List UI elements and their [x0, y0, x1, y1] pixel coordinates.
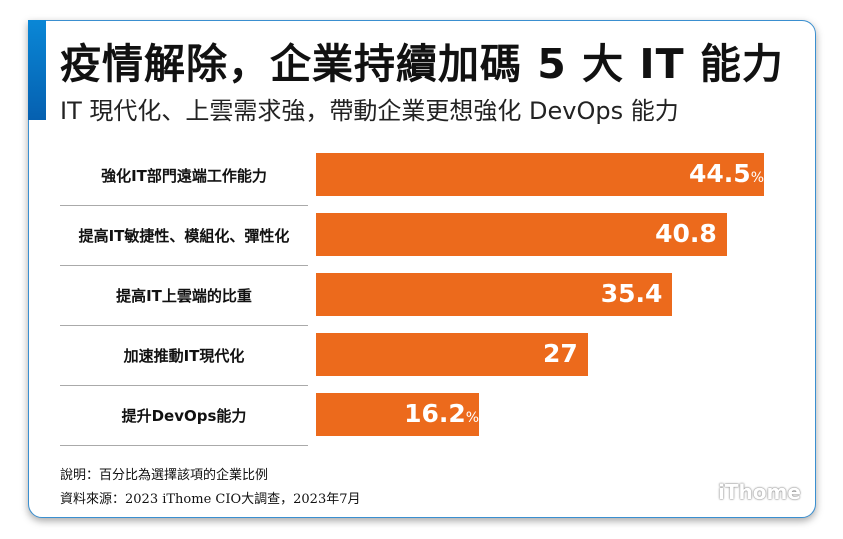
bar: 35.4 [316, 273, 673, 316]
row-divider [60, 385, 308, 386]
row-divider [60, 265, 308, 266]
unit-label: % [465, 410, 480, 426]
row-divider [60, 445, 308, 446]
data-label: 40.8 [655, 219, 717, 248]
bar: 44.5% [316, 153, 764, 196]
accent-bar [28, 20, 46, 120]
data-label: 16.2% [404, 399, 479, 428]
ithome-logo: iThome [718, 480, 801, 504]
category-label: 提高IT上雲端的比重 [116, 287, 252, 305]
category-label: 提升DevOps能力 [121, 407, 247, 425]
bar: 40.8 [316, 213, 727, 256]
category-label: 強化IT部門遠端工作能力 [101, 167, 267, 185]
data-value: 27 [543, 339, 578, 368]
row-divider [60, 205, 308, 206]
bar: 16.2% [316, 393, 480, 436]
data-label: 35.4 [601, 279, 663, 308]
footnote: 說明：百分比為選擇該項的企業比例 [60, 468, 269, 483]
category-label: 提高IT敏捷性、模組化、彈性化 [78, 227, 290, 245]
page-subtitle: IT 現代化、上雲需求強，帶動企業更想強化 DevOps 能力 [60, 97, 679, 125]
data-label: 44.5% [689, 159, 764, 188]
data-label: 27 [543, 339, 578, 368]
unit-label: % [750, 170, 764, 186]
source-note: 資料來源：2023 iThome CIO大調查，2023年7月 [60, 492, 361, 507]
row-divider [60, 325, 308, 326]
data-value: 16.2 [404, 399, 466, 428]
data-value: 44.5 [689, 159, 751, 188]
category-label: 加速推動IT現代化 [123, 347, 245, 365]
bar: 27 [316, 333, 588, 376]
data-value: 35.4 [600, 279, 663, 308]
data-value: 40.8 [655, 219, 717, 248]
page-title: 疫情解除，企業持續加碼 5 大 IT 能力 [60, 40, 784, 88]
